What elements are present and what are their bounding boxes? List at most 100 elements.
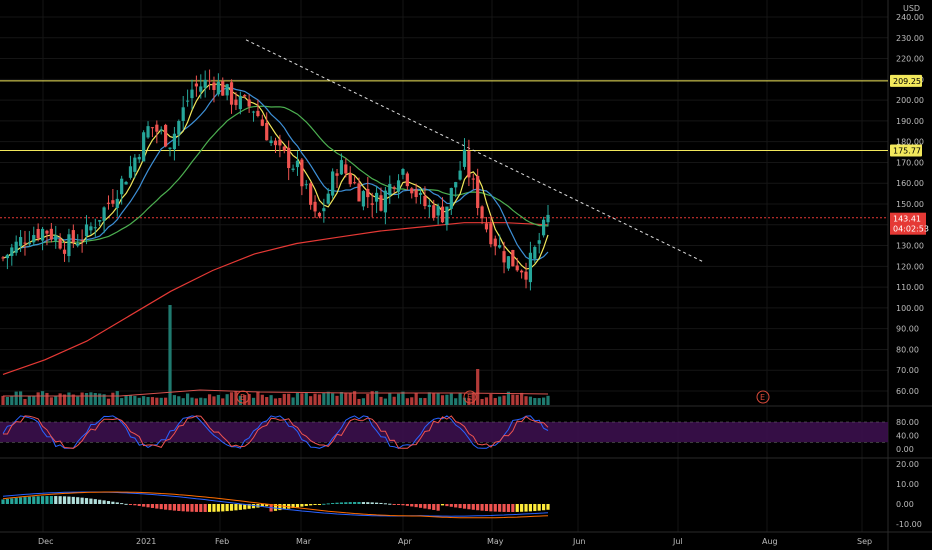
volume-bar [462, 397, 467, 405]
price-axis[interactable]: USD 240.00230.00220.00210.00200.00190.00… [890, 4, 929, 529]
trend-line [245, 39, 705, 263]
candle-body [467, 151, 471, 178]
volume-bar [84, 392, 89, 405]
candle-body [212, 82, 216, 90]
macd-histogram-bar [467, 504, 471, 510]
macd-histogram-bar [71, 496, 75, 504]
macd-histogram-bar [251, 504, 256, 509]
macd-histogram-bar [300, 504, 304, 507]
volume-bar [168, 305, 172, 405]
macd-histogram-bar [164, 504, 168, 510]
macd-histogram-bar [480, 504, 484, 511]
price-tick-label: 80.00 [896, 345, 919, 354]
candle-body [45, 230, 49, 234]
candle-body [40, 228, 45, 241]
candle-body [150, 127, 155, 129]
candle-body [54, 235, 58, 241]
macd-histogram-bar [142, 504, 146, 507]
volume-bar [1, 395, 5, 405]
volume-bar [5, 397, 9, 405]
ma-200-line [2, 222, 549, 375]
candle-body [93, 227, 97, 229]
volume-bar [454, 398, 458, 405]
macd-histogram-bar [436, 504, 440, 511]
candle-body [533, 246, 537, 259]
volume-bar [405, 398, 409, 405]
candle-body [436, 206, 440, 216]
volume-bar [27, 396, 31, 405]
macd-histogram-bar [357, 502, 361, 504]
volume-bar [392, 396, 396, 405]
volume-bar [432, 392, 436, 405]
volume-bar [142, 396, 146, 405]
volume-bar [36, 392, 40, 405]
volume-bar [124, 395, 128, 405]
volume-bar [203, 398, 207, 405]
price-pane[interactable] [0, 39, 888, 375]
macd-histogram-bar [423, 504, 427, 509]
macd-histogram-bar [335, 502, 339, 504]
candle-body [67, 234, 71, 257]
macd-histogram-bar [476, 504, 480, 511]
macd-histogram-bar [313, 504, 317, 505]
candle-body [348, 173, 352, 185]
macd-histogram-bar [155, 504, 159, 509]
candle-body [331, 171, 335, 196]
candle-body [309, 183, 313, 205]
volume-bar [537, 398, 541, 405]
candle-body [300, 159, 304, 187]
macd-tick-label: 0.00 [896, 500, 914, 509]
price-tick-label: 70.00 [896, 366, 919, 375]
candle-body [58, 238, 62, 249]
macd-histogram-bar [36, 496, 40, 504]
volume-bar [71, 394, 75, 405]
price-tick-label: 170.00 [896, 158, 924, 167]
volume-bar [396, 393, 401, 405]
candle-body [506, 256, 511, 269]
candle-body [221, 81, 225, 96]
time-tick-label: Feb [215, 537, 229, 546]
candle-body [440, 206, 445, 223]
candle-body [159, 129, 163, 131]
volume-bar [89, 392, 93, 405]
candle-body [243, 95, 247, 97]
macd-histogram-bar [454, 504, 458, 508]
earnings-marker-icon [463, 390, 477, 404]
macd-histogram-bar [5, 498, 9, 504]
macd-histogram-bar [265, 504, 269, 507]
candle-body [265, 122, 269, 141]
macd-histogram-bar [58, 496, 62, 504]
macd-histogram-bar [225, 504, 229, 512]
candle-body [511, 250, 515, 267]
price-tick-label: 190.00 [896, 117, 924, 126]
macd-signal-line [2, 491, 549, 519]
macd-histogram-bar [348, 502, 352, 504]
candle-body [5, 254, 9, 259]
candle-body [295, 160, 300, 168]
candle-body [361, 191, 366, 207]
macd-histogram-bar [432, 504, 436, 510]
volume-bar [436, 392, 440, 405]
stochastic-band [0, 422, 888, 443]
macd-histogram-bar [128, 504, 133, 505]
candle-body [32, 235, 36, 243]
candle-body [546, 214, 550, 223]
macd-histogram-bar [401, 504, 405, 506]
volume-bar [185, 393, 190, 405]
macd-pane[interactable] [1, 491, 550, 519]
macd-histogram-bar [449, 504, 453, 507]
stochastic-d-line [3, 415, 549, 449]
candle-body [18, 237, 23, 246]
volume-bar [361, 398, 366, 405]
candle-body [502, 251, 506, 263]
volume-bar [221, 398, 225, 405]
candle-body [106, 202, 111, 204]
candle-body [401, 169, 405, 175]
candle-body [137, 156, 141, 160]
macd-histogram-bar [520, 504, 524, 512]
volume-bar [427, 392, 431, 405]
time-axis[interactable]: Dec 2021 Feb Mar Apr May Jun Jul Aug Sep [38, 537, 872, 546]
stochastic-pane[interactable] [0, 415, 888, 449]
volume-bar [326, 391, 330, 405]
